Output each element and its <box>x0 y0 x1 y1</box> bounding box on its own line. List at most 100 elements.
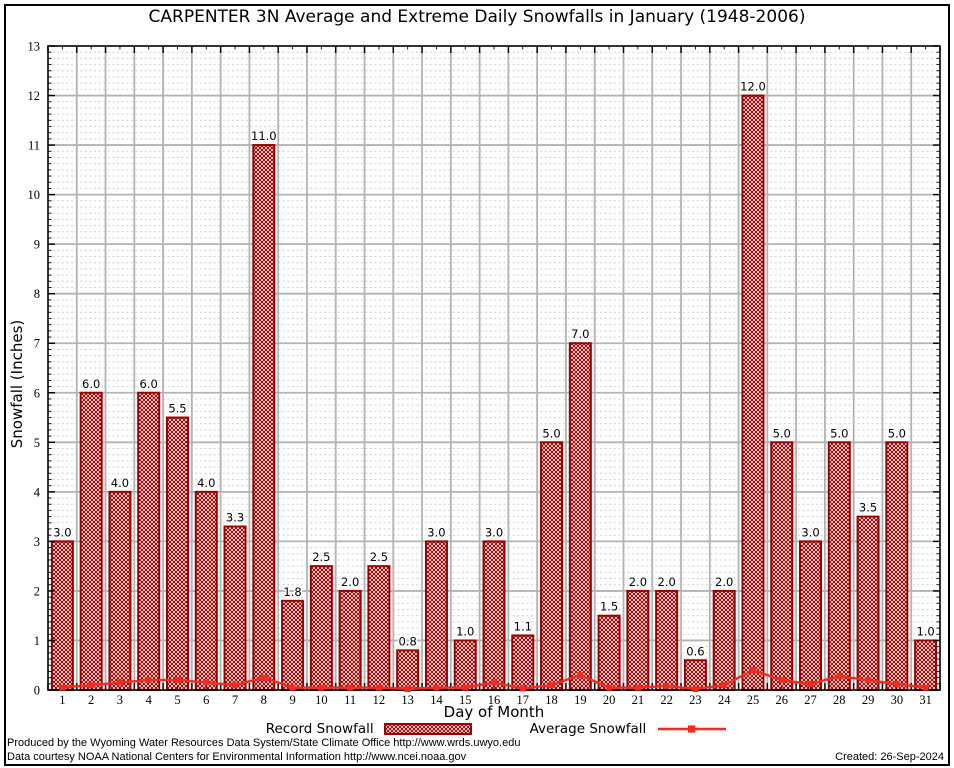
x-tick-label: 16 <box>488 693 501 707</box>
y-tick-label: 1 <box>34 634 40 648</box>
x-tick-label: 17 <box>517 693 530 707</box>
x-tick-label: 31 <box>919 693 932 707</box>
footer-produced-by: Produced by the Wyoming Water Resources … <box>7 737 521 749</box>
x-tick-label: 2 <box>88 693 94 707</box>
bar-value-label: 2.0 <box>657 575 675 589</box>
x-tick-label: 13 <box>401 693 414 707</box>
y-tick-label: 13 <box>28 40 41 54</box>
footer-created-date: Created: 26-Sep-2024 <box>835 751 944 763</box>
y-tick-label: 9 <box>34 238 40 252</box>
average-marker <box>548 682 555 689</box>
bar-value-label: 7.0 <box>571 327 589 341</box>
bar-value-label: 1.0 <box>456 624 474 638</box>
average-marker <box>433 684 440 691</box>
x-tick-label: 27 <box>804 693 817 707</box>
chart-title: CARPENTER 3N Average and Extreme Daily S… <box>148 7 806 27</box>
average-marker <box>462 684 469 691</box>
average-marker <box>606 684 613 691</box>
bar-value-label: 2.0 <box>341 575 359 589</box>
bar-value-label: 1.5 <box>600 600 618 614</box>
average-marker <box>922 684 929 691</box>
average-marker <box>116 679 123 686</box>
y-tick-label: 0 <box>34 684 40 698</box>
record-bar <box>396 649 420 691</box>
bar-value-label: 4.0 <box>197 476 215 490</box>
average-marker <box>634 684 641 691</box>
x-tick-label: 30 <box>891 693 904 707</box>
record-bar <box>770 441 794 691</box>
x-tick-label: 19 <box>574 693 587 707</box>
average-marker <box>289 684 296 691</box>
record-bar <box>108 490 132 691</box>
average-marker <box>203 679 210 686</box>
average-marker <box>59 684 66 691</box>
x-tick-label: 1 <box>59 693 65 707</box>
average-line-icon <box>658 725 727 733</box>
average-marker <box>404 686 411 693</box>
record-bar <box>799 540 823 692</box>
bar-value-label: 4.0 <box>111 476 129 490</box>
y-tick-label: 3 <box>34 535 40 549</box>
average-marker <box>865 677 872 684</box>
x-tick-label: 18 <box>545 693 558 707</box>
average-marker <box>778 677 785 684</box>
legend: Record Snowfall Average Snowfall <box>0 721 954 737</box>
x-tick-label: 11 <box>344 693 356 707</box>
record-bar <box>482 540 506 692</box>
bar-value-label: 2.5 <box>312 550 330 564</box>
y-tick-label: 8 <box>34 287 40 301</box>
y-tick-label: 6 <box>34 386 40 400</box>
record-bar <box>165 416 189 691</box>
record-bar <box>79 391 103 691</box>
x-tick-label: 12 <box>373 693 386 707</box>
y-tick-label: 2 <box>34 584 40 598</box>
x-tick-label: 26 <box>775 693 788 707</box>
record-bar <box>540 441 564 691</box>
y-tick-label: 7 <box>34 337 40 351</box>
average-marker <box>721 682 728 689</box>
x-tick-label: 5 <box>174 693 180 707</box>
bar-value-label: 5.5 <box>168 402 186 416</box>
record-bar <box>453 639 477 692</box>
outer-border <box>4 4 950 766</box>
bar-value-label: 3.0 <box>801 525 819 539</box>
average-marker <box>145 677 152 684</box>
average-marker <box>692 686 699 693</box>
record-bar <box>338 589 362 692</box>
bar-value-label: 0.8 <box>399 634 417 648</box>
x-tick-label: 3 <box>117 693 123 707</box>
bar-value-label: 1.8 <box>283 585 301 599</box>
bar-value-label: 5.0 <box>773 426 791 440</box>
x-tick-label: 7 <box>232 693 238 707</box>
y-tick-label: 4 <box>34 485 41 499</box>
footer-data-courtesy: Data courtesy NOAA National Centers for … <box>7 751 467 763</box>
average-marker <box>807 681 814 688</box>
bar-value-label: 11.0 <box>251 129 277 143</box>
average-marker <box>491 679 497 686</box>
record-bar <box>194 490 218 691</box>
average-marker <box>347 684 354 691</box>
record-bar <box>367 565 391 692</box>
x-tick-label: 23 <box>689 693 702 707</box>
average-marker <box>88 682 95 689</box>
y-axis-title: Snowfall (Inches) <box>8 319 26 449</box>
bar-value-label: 3.5 <box>859 501 877 515</box>
record-bar <box>424 540 448 692</box>
average-marker <box>663 683 670 690</box>
y-tick-label: 10 <box>28 188 41 202</box>
average-marker <box>232 682 239 689</box>
x-tick-label: 20 <box>603 693 616 707</box>
x-tick-label: 6 <box>203 693 209 707</box>
bar-value-label: 6.0 <box>140 377 158 391</box>
bar-value-label: 6.0 <box>82 377 100 391</box>
record-bar <box>597 614 621 692</box>
bar-value-label: 5.0 <box>542 426 560 440</box>
average-marker <box>519 685 526 692</box>
record-bar <box>511 634 535 691</box>
bar-value-label: 3.0 <box>427 525 445 539</box>
x-tick-label: 14 <box>430 693 443 707</box>
bar-value-label: 12.0 <box>740 80 766 94</box>
x-tick-label: 29 <box>862 693 875 707</box>
